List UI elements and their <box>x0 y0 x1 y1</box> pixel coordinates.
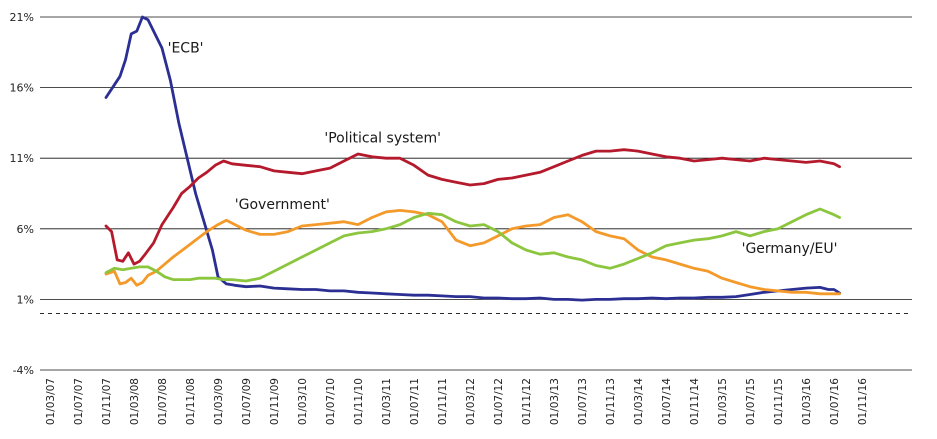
x-tick-label: 01/11/08 <box>185 378 197 425</box>
x-tick-label: 01/07/16 <box>829 378 841 425</box>
y-tick-label: -4% <box>13 364 34 377</box>
x-tick-label: 01/03/16 <box>801 378 813 425</box>
x-tick-label: 01/03/15 <box>717 378 729 425</box>
gridlines <box>40 16 912 371</box>
series-label: 'Germany/EU' <box>742 241 838 257</box>
series-label: 'ECB' <box>168 40 204 56</box>
x-tick-label: 01/11/14 <box>689 378 701 425</box>
x-tick-label: 01/11/15 <box>773 378 785 425</box>
y-tick-label: 11% <box>10 152 34 165</box>
series-annotations: 'ECB' 'Political system' 'Government' 'Germ… <box>168 40 838 257</box>
y-tick-label: 6% <box>17 223 34 236</box>
series-label: 'Government' <box>235 197 330 213</box>
x-tick-label: 01/11/16 <box>857 378 869 425</box>
series-label: 'Political system' <box>324 131 441 147</box>
x-tick-label: 01/07/14 <box>661 378 673 425</box>
series-line <box>104 15 841 302</box>
x-tick-label: 01/07/13 <box>577 378 589 425</box>
y-axis-tick-labels: -4% 1% 6% 11% 16% 21% <box>10 11 34 377</box>
x-tick-label: 01/03/13 <box>549 378 561 425</box>
x-tick-label: 01/11/13 <box>605 378 617 425</box>
x-tick-label: 01/07/12 <box>493 378 505 425</box>
y-tick-label: 21% <box>10 11 34 24</box>
x-tick-label: 01/11/07 <box>101 378 113 425</box>
x-axis-tick-labels: 01/03/07 01/07/07 01/11/07 01/03/08 01/07/08… <box>45 378 869 425</box>
x-tick-label: 01/11/09 <box>269 378 281 425</box>
x-tick-label: 01/03/07 <box>45 378 57 425</box>
x-tick-label: 01/03/08 <box>129 378 141 425</box>
x-tick-label: 01/07/15 <box>745 378 757 425</box>
x-tick-label: 01/03/10 <box>297 378 309 425</box>
series-lines <box>104 15 841 302</box>
x-tick-label: 01/03/11 <box>381 378 393 425</box>
x-tick-label: 01/07/09 <box>241 378 253 425</box>
y-tick-label: 16% <box>10 82 34 95</box>
x-tick-label: 01/03/09 <box>213 378 225 425</box>
x-tick-label: 01/11/11 <box>437 378 449 425</box>
x-tick-label: 01/11/10 <box>353 378 365 425</box>
x-tick-label: 01/03/14 <box>633 378 645 425</box>
series-line <box>104 148 841 266</box>
x-tick-label: 01/07/11 <box>409 378 421 425</box>
x-tick-label: 01/03/12 <box>465 378 477 425</box>
series-line <box>104 207 841 283</box>
x-tick-label: 01/07/08 <box>157 378 169 425</box>
x-tick-label: 01/07/07 <box>73 378 85 425</box>
series-line <box>104 209 841 296</box>
x-tick-label: 01/07/10 <box>325 378 337 425</box>
y-tick-label: 1% <box>17 293 34 306</box>
x-tick-label: 01/11/12 <box>521 378 533 425</box>
